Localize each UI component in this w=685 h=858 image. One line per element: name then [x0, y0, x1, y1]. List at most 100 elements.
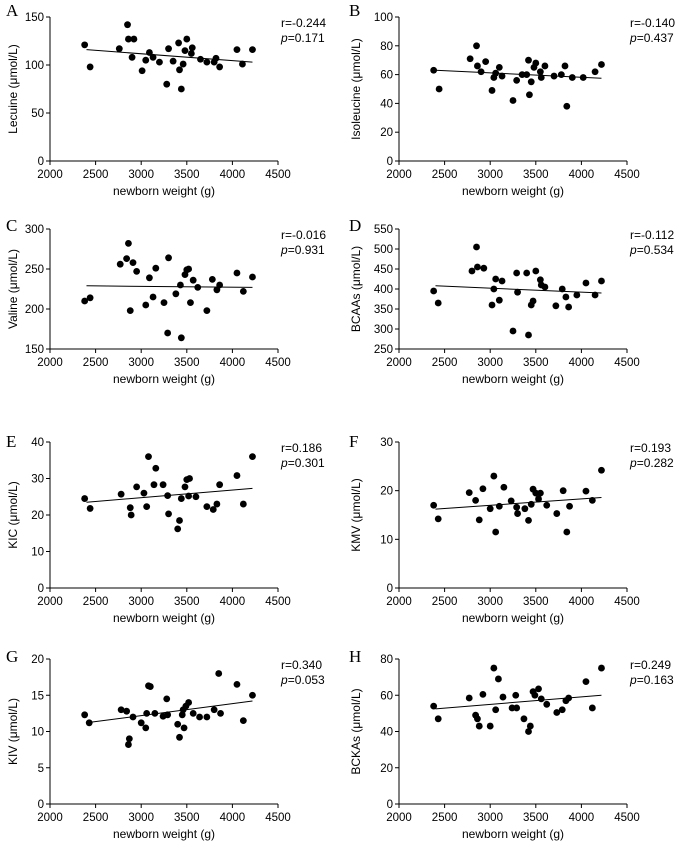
r-value: r=-0.016: [281, 228, 326, 242]
data-point: [565, 694, 573, 702]
data-point: [541, 62, 549, 70]
data-point: [181, 483, 189, 491]
data-point: [525, 728, 532, 735]
data-point: [124, 21, 131, 29]
data-point: [213, 500, 221, 508]
data-point: [150, 481, 158, 489]
data-point: [165, 510, 172, 518]
data-point: [194, 284, 202, 291]
data-point: [492, 706, 500, 714]
y-tick-label: 0: [387, 799, 393, 811]
y-tick-label: 300: [25, 224, 44, 236]
data-point: [126, 504, 134, 512]
x-tick-label: 3000: [128, 357, 154, 369]
data-point: [81, 41, 89, 49]
data-point: [500, 483, 508, 491]
data-point: [468, 267, 476, 275]
r-value: r=0.249: [630, 658, 671, 672]
panel-e: E 0 10 20 30 40 2000 2500 3000 3500 4000 4500 newbor…: [6, 432, 325, 625]
data-point: [525, 516, 532, 524]
data-point: [490, 285, 498, 293]
regression-line: [435, 694, 602, 710]
x-tick-label: 2500: [83, 357, 109, 369]
x-tick-label: 4500: [265, 169, 291, 181]
data-point: [185, 265, 193, 273]
x-tick-label: 4000: [220, 596, 246, 608]
x-tick-label: 4000: [220, 357, 246, 369]
data-point: [85, 719, 93, 727]
p-symbol: p: [629, 243, 637, 257]
data-point: [579, 74, 587, 81]
y-tick-label: 80: [380, 654, 393, 666]
data-point: [125, 741, 132, 748]
y-tick-label: 150: [25, 344, 44, 356]
data-point: [532, 267, 540, 275]
y-tick-label: 10: [31, 727, 44, 739]
data-point: [169, 57, 177, 65]
data-point: [434, 715, 442, 723]
y-axis-label: KMV (μmol/L): [349, 478, 363, 552]
y-tick-label: 60: [380, 70, 393, 82]
data-point: [523, 71, 531, 78]
x-axis-label: newborn weight (g): [113, 372, 215, 386]
data-point: [466, 55, 474, 63]
x-tick-label: 3500: [174, 357, 200, 369]
data-point: [146, 49, 153, 56]
regression-line: [435, 69, 602, 79]
data-point: [212, 54, 220, 62]
data-point: [215, 670, 223, 677]
data-point: [216, 281, 224, 289]
data-point: [164, 329, 172, 337]
data-point: [142, 301, 150, 309]
data-point: [553, 709, 561, 716]
regression-line: [435, 496, 602, 510]
x-tick-label: 4000: [569, 812, 595, 824]
data-point: [86, 63, 94, 71]
data-point: [588, 497, 596, 504]
data-point: [249, 691, 256, 699]
x-tick-label: 2500: [432, 812, 458, 824]
panel-h: H 0 20 40 60 80 2000 2500 3000 3500 4000 4500 newbor…: [349, 647, 674, 841]
data-point: [176, 733, 183, 741]
x-axis-label: newborn weight (g): [462, 184, 564, 198]
data-point: [588, 704, 596, 712]
x-tick-label: 3000: [128, 596, 154, 608]
y-tick-label: 20: [380, 486, 393, 498]
data-point: [209, 506, 217, 513]
data-point: [582, 678, 590, 686]
x-tick-label: 4500: [614, 812, 640, 824]
data-point: [210, 706, 218, 714]
x-axis-label: newborn weight (g): [462, 611, 564, 625]
data-point: [591, 68, 599, 76]
p-symbol: p: [280, 673, 288, 687]
panel-letter: A: [6, 1, 19, 20]
data-point: [177, 495, 185, 502]
data-point: [123, 255, 131, 262]
data-point: [480, 264, 488, 272]
y-tick-label: 80: [380, 41, 393, 53]
data-point: [521, 505, 529, 513]
data-point: [127, 511, 135, 519]
p-value: p=0.437: [629, 31, 674, 45]
data-point: [129, 259, 137, 266]
data-point: [488, 301, 496, 309]
data-point: [490, 472, 498, 480]
data-point: [189, 276, 197, 284]
data-point: [203, 307, 211, 314]
data-point: [536, 276, 544, 284]
p-symbol: p: [629, 31, 637, 45]
data-point: [553, 510, 561, 517]
data-point: [81, 495, 89, 502]
p-number: =0.053: [288, 673, 325, 687]
data-point: [486, 722, 494, 730]
data-point: [196, 713, 203, 721]
data-point: [536, 489, 544, 497]
data-point: [177, 85, 185, 93]
data-point: [165, 254, 172, 262]
x-tick-label: 4000: [220, 169, 246, 181]
data-point: [192, 493, 200, 501]
data-point: [568, 74, 576, 81]
data-point: [430, 501, 438, 509]
y-tick-label: 15: [31, 690, 44, 702]
